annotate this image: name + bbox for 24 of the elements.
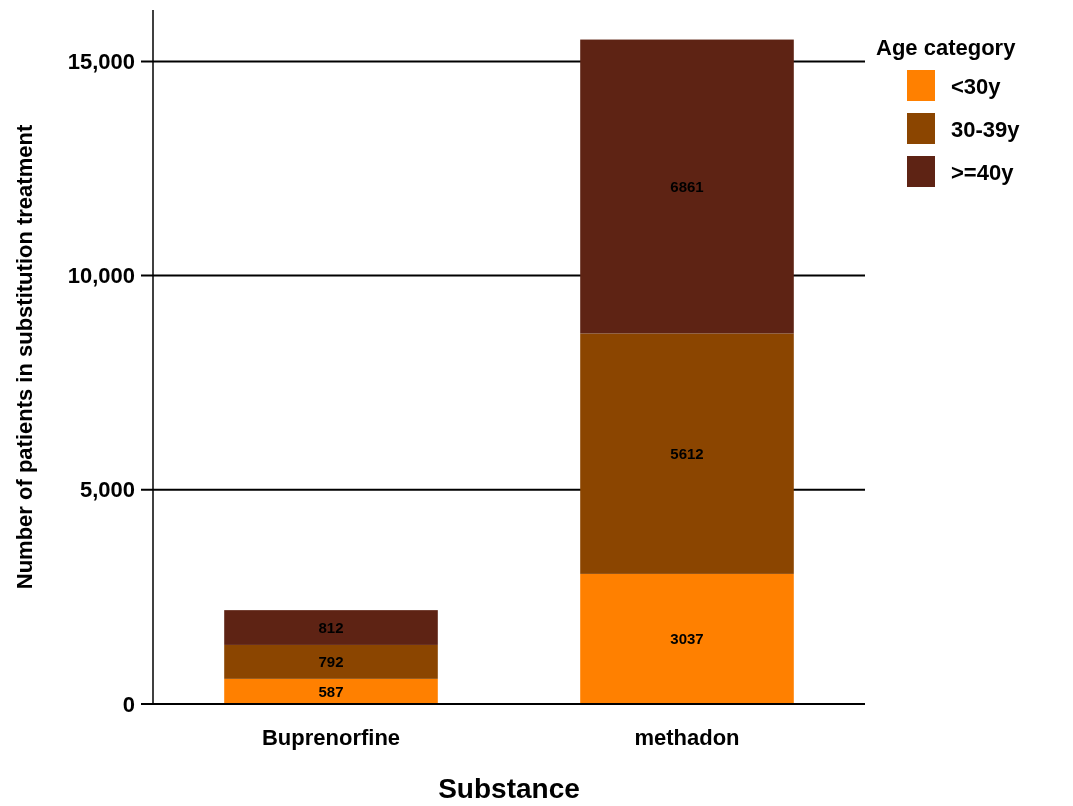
bar: [224, 610, 438, 645]
x-axis-title: Substance: [438, 773, 580, 804]
data-label: 5612: [670, 445, 704, 463]
data-label: 6861: [670, 178, 704, 196]
x-tick-label: Buprenorfine: [261, 725, 401, 750]
legend-label: 30-39y: [951, 116, 1021, 142]
y-axis-title: Number of patients in substitution treatment: [12, 124, 37, 590]
data-label: 587: [318, 682, 344, 700]
bar: [580, 573, 794, 704]
y-tick-label: 10,000: [67, 263, 135, 289]
legend-label: <30y: [951, 73, 1002, 99]
bar: [224, 678, 438, 704]
legend-title: Age category: [876, 35, 1017, 60]
data-label: 792: [318, 653, 344, 671]
data-label: 3037: [670, 630, 704, 648]
legend-label: >=40y: [951, 159, 1015, 185]
x-tick-label: methadon: [634, 725, 740, 750]
data-label: 812: [318, 619, 344, 637]
bar: [224, 644, 438, 679]
y-tick-label: 0: [122, 691, 135, 717]
bar: [580, 39, 794, 334]
y-tick-label: 5,000: [79, 477, 135, 503]
bar: [580, 333, 794, 574]
y-tick-label: 15,000: [67, 48, 135, 74]
